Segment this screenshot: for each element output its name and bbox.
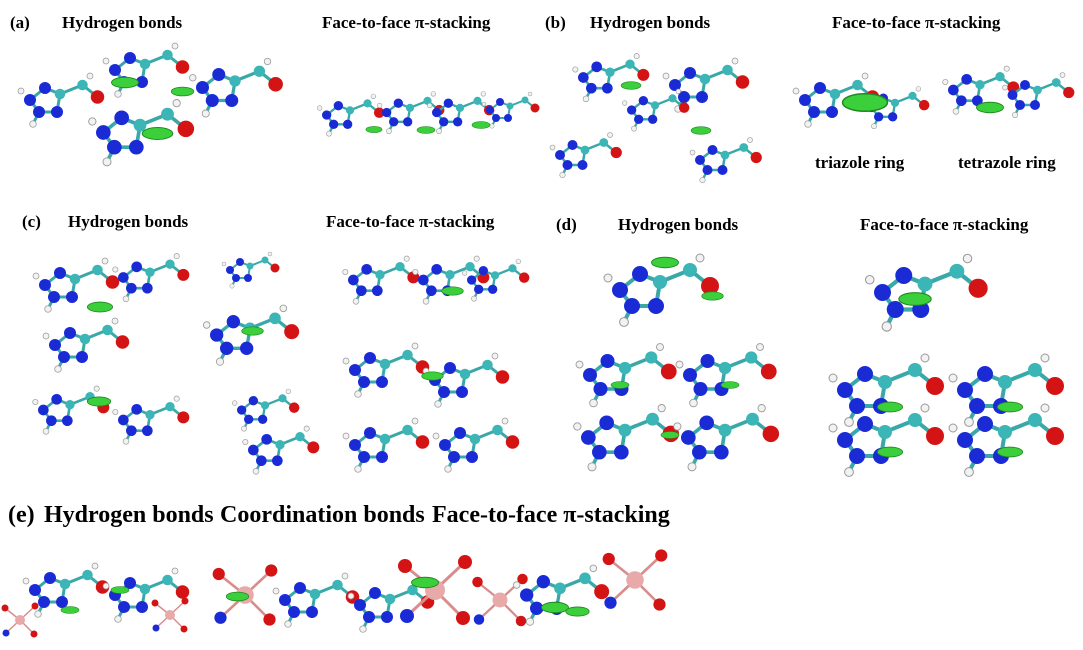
molecule-part <box>652 257 679 268</box>
molecule-part <box>113 254 190 302</box>
molecule-part <box>513 565 609 625</box>
molecule-part <box>576 344 677 407</box>
molecule-part <box>843 94 888 112</box>
molecule-part <box>482 92 540 128</box>
molecule-part <box>112 77 139 88</box>
molecule-part <box>877 402 902 412</box>
molecule-part <box>676 344 777 407</box>
molecule-part <box>422 372 444 380</box>
molecule-art <box>2 549 668 637</box>
molecule-part <box>866 254 988 331</box>
molecule-part <box>87 302 112 312</box>
note: tetrazole ring <box>958 153 1056 172</box>
molecule-part <box>674 405 779 471</box>
molecule-part <box>226 592 249 601</box>
molecule-part <box>573 54 650 102</box>
panel-title: Hydrogen bonds <box>44 502 214 528</box>
panel-title: Hydrogen bonds <box>62 13 183 32</box>
molecule-art <box>18 43 540 166</box>
molecule-part <box>603 549 668 610</box>
panel-title: Face-to-face π-stacking <box>832 13 1001 32</box>
molecule-part <box>152 598 189 633</box>
molecule-part <box>2 603 39 638</box>
panel-label: (b) <box>545 13 566 32</box>
molecule-part <box>574 405 679 471</box>
panel-title: Coordination bonds <box>220 502 425 528</box>
molecule-part <box>691 127 711 135</box>
molecule-part <box>829 354 944 426</box>
molecule-part <box>472 574 528 627</box>
molecule-part <box>89 100 194 166</box>
panel-label: (a) <box>10 13 30 32</box>
panel-label: (e) <box>8 502 35 528</box>
note: triazole ring <box>815 153 905 172</box>
molecule-part <box>33 386 110 434</box>
molecule-part <box>690 138 762 183</box>
molecule-art <box>574 254 1064 476</box>
molecule-part <box>566 607 589 616</box>
molecule-part <box>877 447 902 457</box>
molecule-part <box>190 58 283 117</box>
molecule-part <box>702 292 724 300</box>
molecule-part <box>243 426 320 474</box>
molecule-part <box>997 402 1022 412</box>
molecule-part <box>661 432 679 439</box>
molecule-part <box>412 577 439 588</box>
molecule-part <box>113 396 190 444</box>
molecule-part <box>343 418 429 472</box>
molecule-part <box>663 58 749 112</box>
molecule-part <box>949 404 1064 476</box>
molecule-part <box>87 397 110 406</box>
molecule-part <box>997 447 1022 457</box>
panel-title: Face-to-face π-stacking <box>432 502 670 528</box>
molecule-part <box>273 573 359 627</box>
molecule-part <box>343 256 420 304</box>
molecule-part <box>413 256 490 304</box>
panel-title: Hydrogen bonds <box>590 13 711 32</box>
molecule-part <box>417 127 435 134</box>
molecule-part <box>977 102 1004 113</box>
molecule-part <box>343 343 429 397</box>
panel-title: Hydrogen bonds <box>68 212 189 231</box>
molecule-part <box>550 133 622 178</box>
molecule-part <box>542 602 569 613</box>
molecule-part <box>43 318 129 372</box>
molecule-part <box>61 607 79 614</box>
molecule-part <box>442 287 464 295</box>
panel-title: Face-to-face π-stacking <box>860 215 1029 234</box>
molecule-part <box>171 87 194 96</box>
panel-title: Face-to-face π-stacking <box>326 212 495 231</box>
molecule-part <box>949 354 1064 426</box>
molecule-part <box>366 126 382 132</box>
molecule-part <box>433 418 519 472</box>
figure: (a) Hydrogen bonds Face-to-face π-stacki… <box>0 0 1083 650</box>
molecule-part <box>242 327 264 335</box>
molecule-part <box>111 587 129 594</box>
molecule-part <box>472 122 490 129</box>
panel-label: (d) <box>556 215 577 234</box>
molecule-part <box>829 404 944 476</box>
molecule-part <box>103 568 189 622</box>
molecule-part <box>222 252 280 288</box>
molecule-part <box>232 389 299 431</box>
panel-label: (c) <box>22 212 41 231</box>
molecule-part <box>899 293 931 306</box>
molecule-part <box>1003 73 1075 118</box>
molecule-art <box>33 252 530 474</box>
molecule-part <box>621 82 641 90</box>
panel-title: Face-to-face π-stacking <box>322 13 491 32</box>
molecule-part <box>142 128 173 140</box>
panel-title: Hydrogen bonds <box>618 215 739 234</box>
molecule-part <box>721 382 739 389</box>
molecule-part <box>611 382 629 389</box>
